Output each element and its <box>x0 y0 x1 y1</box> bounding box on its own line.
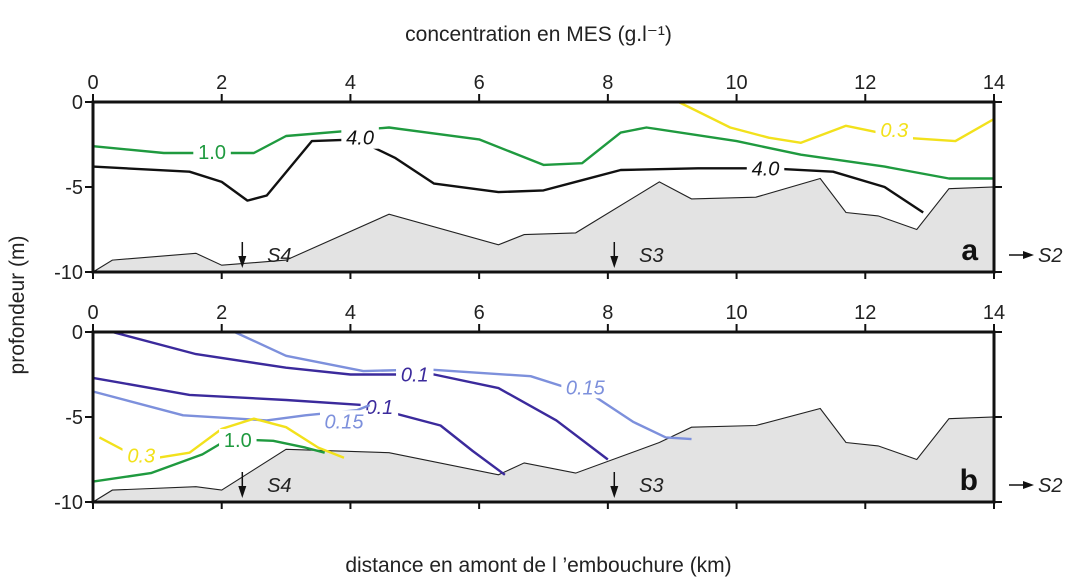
isoline-label-b-5-0: 1.0 <box>224 430 252 452</box>
isoline-b-1 <box>112 330 609 461</box>
y-tick-label-b-0: 0 <box>72 322 83 344</box>
station-label-a-1: S3 <box>639 245 663 267</box>
isoline-label-bg-b-2-0 <box>360 395 399 418</box>
bottom-axis-title: distance en amont de l ’embouchure (km) <box>345 554 732 577</box>
isoline-label-bg-b-3-0 <box>319 410 368 433</box>
x-tick-label-a-6: 12 <box>854 72 876 94</box>
top-axis-title: concentration en MES (g.l⁻¹) <box>405 23 672 46</box>
isoline-label-bg-a-2-0 <box>875 119 913 142</box>
x-tick-label-b-7: 14 <box>983 302 1005 324</box>
isoline-label-bg-b-1-0 <box>396 363 434 386</box>
x-tick-label-a-5: 10 <box>725 72 747 94</box>
station-label-a-0: S4 <box>267 245 291 267</box>
x-tick-label-b-4: 8 <box>602 302 613 324</box>
isoline-label-bg-b-4-0 <box>122 444 161 467</box>
isoline-a-0 <box>92 126 994 180</box>
isoline-label-b-3-0: 0.15 <box>325 411 365 433</box>
isoline-label-a-1-0: 4.0 <box>346 128 374 150</box>
isoline-label-a-1-1: 4.0 <box>752 158 780 180</box>
downstream-label-a: S2 <box>1038 245 1062 267</box>
isoline-label-a-0-0: 1.0 <box>198 142 226 164</box>
x-tick-label-b-3: 6 <box>474 302 485 324</box>
riverbed-a <box>91 177 995 273</box>
x-tick-label-a-7: 14 <box>983 72 1005 94</box>
panel-a: 1.0 4.0 4.0 0.3 S4 S3 0 2 4 6 8 10 12 14 0 -5 -10 a S2 <box>54 72 1062 284</box>
y-tick-label-a-0: 0 <box>72 92 83 114</box>
y-tick-label-b-1: -5 <box>65 407 83 429</box>
y-tick-label-b-2: -10 <box>54 492 83 514</box>
y-tick-label-a-2: -10 <box>54 262 83 284</box>
x-tick-label-a-1: 2 <box>216 72 227 94</box>
isoline-label-a-2-0: 0.3 <box>880 120 908 142</box>
station-arrow-head-b-1 <box>610 486 619 498</box>
isoline-label-b-2-0: 0.1 <box>365 397 393 419</box>
panel-letter-a: a <box>961 234 978 267</box>
isoline-label-bg-a-1-1 <box>746 157 785 180</box>
isoline-label-b-4-0: 0.3 <box>127 445 155 467</box>
isoline-label-bg-a-0-0 <box>193 141 231 164</box>
riverbed-b <box>91 407 995 503</box>
x-tick-label-b-5: 10 <box>725 302 747 324</box>
isoline-b-3 <box>92 390 371 422</box>
isoline-label-bg-b-0-0 <box>561 376 610 399</box>
x-tick-label-b-6: 12 <box>854 302 876 324</box>
downstream-arrow-head-a <box>1023 251 1034 259</box>
x-tick-label-b-1: 2 <box>216 302 227 324</box>
x-tick-label-b-2: 4 <box>345 302 356 324</box>
panel-b: 0.150.10.10.150.31.0S4 S30 2 4 6 8 10 12 140-5-1… <box>54 302 1062 514</box>
y-tick-label-a-1: -5 <box>65 177 83 199</box>
x-tick-label-a-3: 6 <box>474 72 485 94</box>
isoline-label-b-1-0: 0.1 <box>401 365 429 387</box>
downstream-arrow-head-b <box>1023 481 1034 489</box>
panel-letter-b: b <box>960 464 978 497</box>
downstream-label-b: S2 <box>1038 475 1062 497</box>
isoline-label-bg-b-5-0 <box>219 428 257 451</box>
isoline-label-bg-a-1-0 <box>341 126 379 149</box>
station-label-b-0: S4 <box>267 475 291 497</box>
station-arrow-head-a-0 <box>238 256 247 268</box>
x-tick-label-a-0: 0 <box>87 72 98 94</box>
x-tick-label-a-4: 8 <box>602 72 613 94</box>
isoline-b-0 <box>234 330 692 441</box>
isoline-label-b-0-0: 0.15 <box>566 377 606 399</box>
x-tick-label-a-2: 4 <box>345 72 356 94</box>
x-tick-label-b-0: 0 <box>87 302 98 324</box>
station-arrow-head-b-0 <box>238 486 247 498</box>
station-arrow-head-a-1 <box>610 256 619 268</box>
isoline-a-2 <box>678 100 995 144</box>
station-label-b-1: S3 <box>639 475 663 497</box>
